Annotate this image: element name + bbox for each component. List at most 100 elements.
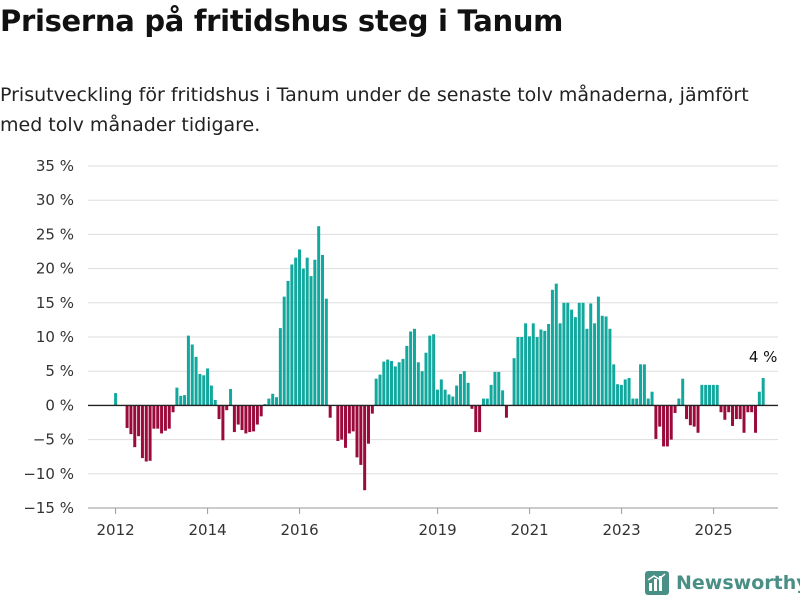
- bar: [324, 298, 328, 406]
- bar: [213, 399, 217, 406]
- bar: [715, 384, 719, 406]
- bar: [294, 257, 298, 406]
- bar: [374, 378, 378, 406]
- bar: [558, 323, 562, 406]
- bar: [416, 362, 420, 406]
- bar: [275, 397, 279, 406]
- y-tick-label: −15 %: [23, 499, 74, 517]
- bar: [405, 345, 409, 406]
- bar: [125, 405, 129, 428]
- bar: [665, 405, 669, 447]
- bar: [501, 390, 505, 406]
- bar: [543, 330, 547, 406]
- bar: [727, 405, 731, 413]
- bar: [547, 324, 551, 406]
- bar: [593, 323, 597, 406]
- bar: [539, 329, 543, 406]
- bar: [183, 395, 187, 406]
- bar: [516, 337, 520, 406]
- bar: [458, 373, 462, 406]
- bar: [432, 334, 436, 406]
- bar: [217, 405, 221, 420]
- bar: [321, 254, 325, 406]
- bar: [734, 405, 738, 420]
- bar: [248, 405, 252, 433]
- bar: [738, 405, 742, 420]
- bar: [236, 405, 240, 425]
- x-tick-label: 2023: [603, 521, 641, 539]
- bar: [225, 405, 229, 411]
- bar: [692, 405, 696, 427]
- bar: [351, 405, 355, 432]
- bar: [198, 373, 202, 406]
- bar: [267, 398, 271, 406]
- x-tick-label: 2012: [97, 521, 135, 539]
- y-tick-label: 5 %: [45, 362, 74, 380]
- bar: [271, 393, 275, 406]
- bar: [512, 358, 516, 406]
- bar: [439, 379, 443, 406]
- bar: [148, 405, 152, 461]
- bar: [259, 405, 263, 417]
- chart-title: Priserna på fritidshus steg i Tanum: [0, 4, 564, 38]
- bar: [443, 389, 447, 406]
- latest-value-annotation: 4 %: [749, 348, 778, 366]
- bar: [642, 364, 646, 406]
- chart-subtitle: Prisutveckling för fritidshus i Tanum un…: [0, 84, 749, 136]
- y-tick-label: 15 %: [36, 294, 74, 312]
- bar: [309, 276, 313, 406]
- bar: [428, 335, 432, 406]
- bar: [750, 405, 754, 413]
- bar: [114, 393, 118, 406]
- bar: [562, 302, 566, 406]
- bar: [129, 405, 133, 435]
- bar: [669, 405, 673, 440]
- bar: [167, 405, 171, 429]
- bar: [566, 302, 570, 406]
- bar: [298, 249, 302, 406]
- bar: [290, 264, 294, 406]
- bar: [700, 384, 704, 406]
- bar: [462, 371, 466, 406]
- bar: [600, 315, 604, 406]
- bar: [393, 366, 397, 406]
- bar: [344, 405, 347, 448]
- y-tick-label: 30 %: [36, 191, 74, 209]
- bar: [137, 405, 141, 437]
- bar: [451, 396, 455, 406]
- bar: [412, 328, 416, 406]
- bar: [731, 405, 735, 426]
- bars-layer: [114, 226, 765, 491]
- bar: [681, 378, 685, 406]
- annotation-layer: 4 %: [749, 348, 778, 366]
- bar: [336, 405, 340, 441]
- bar-chart-logo-icon: [645, 571, 669, 595]
- bar: [447, 394, 451, 406]
- bar: [286, 280, 290, 406]
- bar: [688, 405, 692, 426]
- bar: [757, 391, 761, 406]
- brand-name: Newsworthy: [676, 572, 800, 594]
- bar: [221, 405, 225, 441]
- y-tick-label: −10 %: [23, 465, 74, 483]
- y-tick-label: 35 %: [36, 157, 74, 175]
- y-tick-label: 10 %: [36, 328, 74, 346]
- bar: [252, 405, 256, 432]
- x-tick-label: 2021: [511, 521, 549, 539]
- bar: [527, 336, 531, 406]
- y-tick-label: 25 %: [36, 225, 74, 243]
- bar: [685, 405, 689, 420]
- bar: [581, 302, 585, 406]
- y-tick-label: 0 %: [45, 396, 74, 414]
- bar: [662, 405, 666, 447]
- bar: [623, 379, 627, 406]
- bar: [282, 296, 286, 406]
- bar: [654, 405, 658, 439]
- bar: [255, 405, 259, 425]
- bar: [481, 398, 485, 406]
- bar: [340, 405, 344, 440]
- bar: [577, 302, 581, 406]
- bar: [585, 328, 589, 406]
- bar: [317, 226, 321, 406]
